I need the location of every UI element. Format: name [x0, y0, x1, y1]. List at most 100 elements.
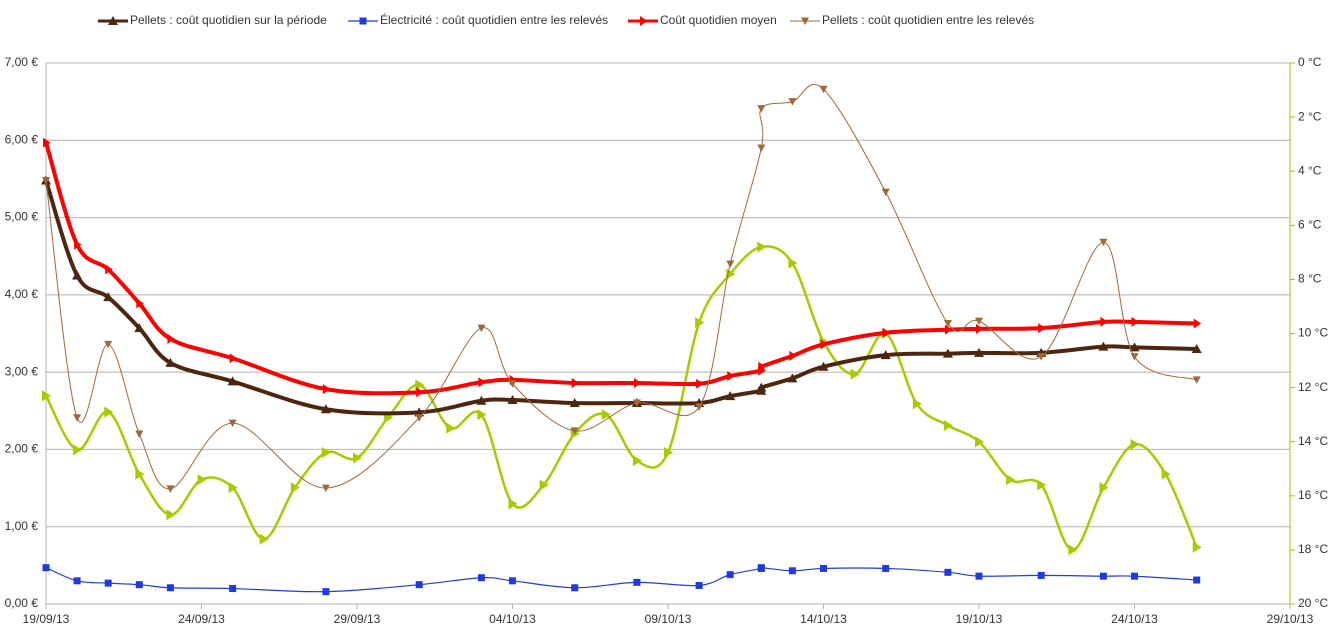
marker [507, 394, 518, 404]
marker [975, 572, 983, 580]
marker [788, 98, 797, 106]
marker [725, 391, 736, 401]
marker [166, 509, 176, 521]
series [42, 564, 1201, 596]
marker [944, 568, 952, 576]
marker [942, 348, 953, 358]
marker [104, 406, 114, 418]
marker [850, 368, 860, 380]
x-tick-label: 09/10/13 [645, 612, 692, 626]
marker [320, 404, 331, 414]
marker [570, 427, 579, 435]
marker [414, 407, 425, 417]
marker [1131, 572, 1138, 580]
marker [726, 260, 735, 268]
marker [477, 324, 486, 333]
y-tick-label: 5,00 € [5, 210, 39, 224]
marker [695, 403, 704, 411]
marker [820, 564, 827, 572]
marker [104, 579, 112, 587]
marker [757, 564, 765, 572]
y2-tick-label: 2 °C [1298, 109, 1322, 123]
x-tick-label: 29/10/13 [1267, 612, 1314, 626]
marker [787, 373, 798, 383]
marker [819, 85, 828, 94]
marker [976, 323, 984, 334]
marker [757, 105, 766, 113]
y2-tick-label: 20 °C [1298, 596, 1328, 610]
y2-tick-label: 6 °C [1298, 217, 1322, 231]
marker [818, 361, 829, 371]
marker [229, 585, 237, 593]
marker [1037, 353, 1046, 361]
marker [882, 327, 891, 338]
y-tick-label: 4,00 € [5, 287, 39, 301]
y-tick-label: 7,00 € [5, 55, 39, 69]
marker [73, 444, 83, 456]
series [42, 241, 1202, 556]
marker [633, 377, 642, 388]
marker [105, 264, 113, 275]
marker [72, 270, 83, 280]
marker [696, 378, 704, 389]
marker [135, 581, 143, 589]
marker [1130, 353, 1139, 361]
marker [42, 564, 50, 572]
marker [103, 292, 114, 302]
marker [477, 409, 487, 421]
marker [415, 414, 424, 422]
y-tick-label: 0,00 € [5, 596, 39, 610]
y2-tick-label: 0 °C [1298, 55, 1322, 69]
marker [42, 176, 50, 185]
x-tick-label: 14/10/13 [800, 612, 847, 626]
marker [509, 577, 516, 585]
x-tick-label: 24/10/13 [1111, 612, 1158, 626]
marker [1193, 576, 1201, 584]
y2-tick-label: 10 °C [1298, 326, 1328, 340]
legend-marker [640, 16, 648, 26]
marker [1037, 479, 1047, 491]
marker [1099, 238, 1108, 247]
marker [820, 339, 828, 350]
marker [228, 419, 237, 428]
marker [73, 414, 82, 422]
marker [228, 482, 238, 494]
marker [353, 452, 362, 464]
marker [975, 436, 984, 448]
marker [322, 588, 330, 596]
marker [789, 350, 797, 361]
marker [632, 455, 642, 467]
marker [664, 447, 673, 459]
marker [416, 387, 424, 398]
marker [944, 324, 953, 335]
marker [290, 482, 300, 494]
marker [166, 485, 175, 493]
marker [1193, 318, 1202, 329]
marker [165, 357, 176, 367]
marker [695, 581, 703, 589]
marker [882, 564, 890, 572]
marker [539, 479, 549, 491]
marker [229, 353, 238, 364]
y-tick-label: 6,00 € [5, 132, 39, 146]
marker [943, 419, 953, 431]
series-line [44, 179, 1197, 416]
series [41, 175, 1202, 417]
marker [788, 567, 796, 575]
marker [322, 384, 331, 395]
marker [881, 188, 890, 197]
marker [756, 382, 767, 392]
marker [1131, 316, 1139, 327]
marker [695, 317, 705, 329]
marker [1098, 341, 1109, 351]
x-tick-label: 29/09/13 [334, 612, 381, 626]
marker [632, 399, 641, 408]
legend-label: Pellets : coût quotidien entre les relev… [822, 13, 1034, 27]
y-tick-label: 1,00 € [5, 519, 39, 533]
marker [135, 468, 145, 480]
marker [508, 498, 518, 510]
marker [757, 241, 767, 253]
marker [727, 371, 735, 382]
marker [42, 390, 51, 402]
